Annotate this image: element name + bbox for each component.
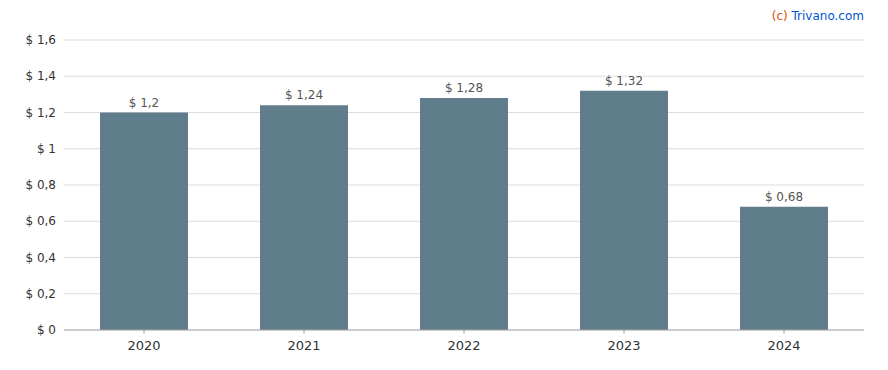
watermark-part: Trivano.com	[791, 9, 864, 23]
bar	[100, 113, 188, 331]
bars	[100, 91, 828, 330]
x-tick	[304, 330, 305, 334]
x-tick	[144, 330, 145, 334]
chart: $ 0 $ 0,2 $ 0,4 $ 0,6 $ 0,8 $ 1 $ 1,2 $ 1,4 $ 1,…	[0, 0, 888, 370]
bar	[260, 105, 348, 330]
data-label: $ 1,32	[605, 74, 643, 88]
y-tick-label: $ 1,4	[25, 69, 56, 83]
y-tick-label: $ 1	[37, 142, 56, 156]
x-tick-label: 2023	[607, 338, 640, 353]
y-grid	[64, 40, 864, 330]
x-tick-label: 2022	[447, 338, 480, 353]
y-tick-label: $ 0,8	[25, 178, 56, 192]
y-tick-label: $ 1,6	[25, 33, 56, 47]
chart-container: $ 0 $ 0,2 $ 0,4 $ 0,6 $ 0,8 $ 1 $ 1,2 $ 1,4 $ 1,…	[0, 0, 888, 370]
y-tick-label: $ 1,2	[25, 106, 56, 120]
y-tick-label: $ 0,6	[25, 214, 56, 228]
data-label: $ 1,28	[445, 81, 483, 95]
y-tick-label: $ 0,2	[25, 287, 56, 301]
bar	[740, 207, 828, 330]
y-tick-label: $ 0,4	[25, 251, 56, 265]
grid-line	[64, 40, 864, 41]
y-tick-label: $ 0	[37, 323, 56, 337]
data-label: $ 0,68	[765, 190, 803, 204]
bar	[420, 98, 508, 330]
data-labels: $ 1,2 $ 1,24 $ 1,28 $ 1,32 $ 0,68	[129, 74, 803, 204]
bar	[580, 91, 668, 330]
x-tick	[464, 330, 465, 334]
data-label: $ 1,24	[285, 88, 323, 102]
watermark-part: (c)	[772, 9, 792, 23]
x-tick	[624, 330, 625, 334]
watermark: (c) Trivano.com	[772, 9, 864, 23]
y-axis: $ 0 $ 0,2 $ 0,4 $ 0,6 $ 0,8 $ 1 $ 1,2 $ 1,4 $ 1,…	[25, 33, 56, 337]
x-tick	[784, 330, 785, 334]
grid-line	[64, 76, 864, 77]
x-axis: 2020 2021 2022 2023 2024	[64, 330, 864, 353]
x-tick-label: 2021	[287, 338, 320, 353]
x-tick-label: 2024	[767, 338, 800, 353]
data-label: $ 1,2	[129, 96, 160, 110]
x-tick-label: 2020	[127, 338, 160, 353]
